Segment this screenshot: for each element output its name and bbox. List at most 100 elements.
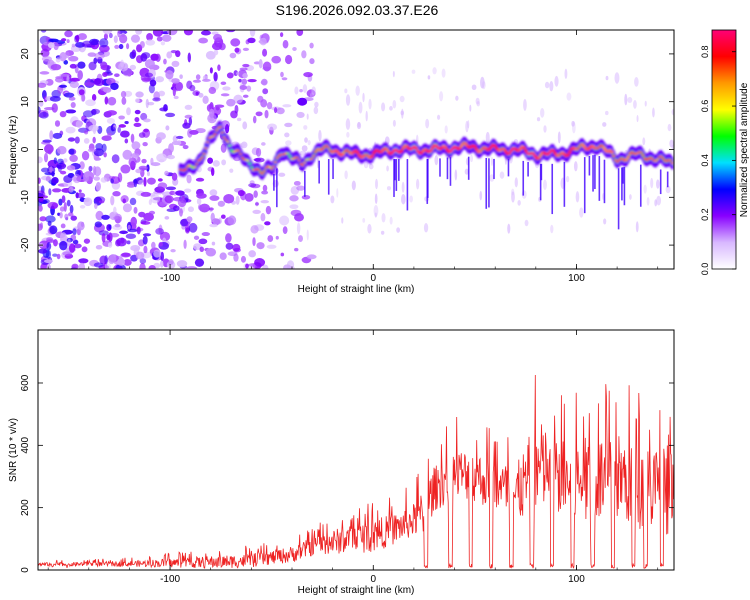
streak-blob — [467, 120, 470, 129]
noise-blob — [173, 95, 179, 100]
streak-blob — [314, 101, 319, 108]
noise-blob — [254, 258, 266, 267]
ridge-cell — [509, 149, 514, 152]
noise-blob — [256, 242, 265, 250]
noise-blob — [87, 148, 96, 153]
streak-blob — [392, 119, 396, 127]
streak-blob — [471, 84, 477, 91]
noise-blob — [192, 90, 201, 97]
noise-blob — [59, 212, 63, 219]
streak-blob — [306, 113, 309, 120]
ridge-cell — [503, 150, 508, 153]
ridge-cell — [615, 161, 620, 163]
noise-blob — [139, 262, 146, 269]
noise-blob — [147, 177, 156, 185]
noise-blob — [284, 132, 290, 138]
noise-blob — [236, 71, 240, 75]
streak-blob — [566, 92, 572, 101]
noise-blob — [104, 255, 109, 265]
ridge-spikes — [273, 154, 669, 230]
noise-blob — [176, 135, 184, 140]
streak-blob — [365, 110, 368, 122]
ridge-cell — [439, 146, 444, 149]
noise-blob — [229, 168, 234, 173]
noise-blob — [158, 242, 163, 247]
noise-blob — [55, 76, 64, 80]
noise-blob — [247, 37, 256, 44]
streak-blob — [604, 110, 609, 116]
noise-blob — [54, 120, 61, 127]
noise-blob — [39, 216, 47, 222]
streak-blob — [549, 80, 554, 92]
noise-blob — [106, 110, 118, 116]
ridge-cell — [271, 165, 276, 168]
ridge-cell — [215, 129, 219, 132]
noise-blob — [48, 188, 52, 196]
noise-blob — [156, 153, 167, 163]
ridge-cell — [483, 147, 488, 150]
ridge-cell — [240, 156, 245, 159]
noise-blob — [160, 251, 165, 262]
noise-blob — [176, 260, 188, 268]
streak-blob — [303, 125, 308, 130]
noise-blob — [207, 113, 217, 124]
streak-blob — [557, 131, 561, 144]
streak-blob — [345, 118, 351, 130]
noise-blob — [220, 143, 227, 153]
noise-blob — [155, 76, 165, 83]
streak-blob — [543, 179, 547, 191]
noise-blob — [242, 47, 250, 51]
noise-blob — [71, 43, 76, 48]
noise-blob — [45, 215, 56, 223]
noise-blob — [78, 189, 82, 193]
noise-blob — [171, 78, 180, 84]
streak-blob — [392, 70, 395, 78]
ridge-cell — [641, 154, 645, 157]
streak-blob — [455, 95, 459, 101]
streak-blob — [380, 230, 385, 235]
noise-blob — [254, 157, 265, 163]
ridge-cell — [385, 148, 389, 151]
noise-blob — [168, 143, 174, 153]
noise-blob — [309, 58, 315, 65]
noise-blob — [179, 218, 189, 227]
streak-blob — [381, 213, 386, 223]
ridge-cell — [613, 159, 618, 161]
noise-blob — [142, 141, 148, 147]
noise-blob — [47, 42, 55, 49]
ridge-cell — [368, 156, 373, 159]
streak-blob — [665, 185, 671, 194]
noise-blob — [234, 104, 239, 114]
ridge-cell — [507, 152, 512, 155]
ridge-cell — [513, 147, 517, 150]
noise-blob — [145, 39, 156, 46]
noise-blob — [296, 30, 304, 37]
noise-blob — [139, 258, 147, 264]
noise-blob — [141, 158, 147, 164]
noise-blob — [211, 42, 223, 51]
streak-blob — [373, 205, 379, 217]
noise-blob — [106, 117, 115, 124]
ridge-cell — [600, 145, 605, 148]
streak-blob — [437, 114, 441, 120]
noise-blob — [127, 224, 131, 230]
ridge-cell — [189, 165, 194, 168]
spectrogram-x-axis-label: Height of straight line (km) — [298, 284, 415, 295]
ridge-cell — [591, 146, 596, 148]
ridge-cell — [405, 145, 409, 148]
noise-blob — [39, 111, 49, 119]
ridge-cell — [445, 148, 450, 151]
noise-blob — [119, 230, 128, 235]
noise-blob — [208, 86, 217, 95]
ridge-cell — [586, 148, 590, 151]
ridge-cell — [412, 146, 417, 148]
ridge-cell — [502, 148, 506, 151]
noise-blob — [49, 95, 61, 102]
noise-blob — [62, 251, 73, 256]
noise-blob — [281, 77, 288, 81]
ridge-cell — [200, 156, 204, 159]
noise-blob — [166, 30, 178, 36]
noise-blob — [59, 84, 68, 88]
noise-blob — [43, 152, 49, 163]
noise-blob — [298, 235, 303, 242]
